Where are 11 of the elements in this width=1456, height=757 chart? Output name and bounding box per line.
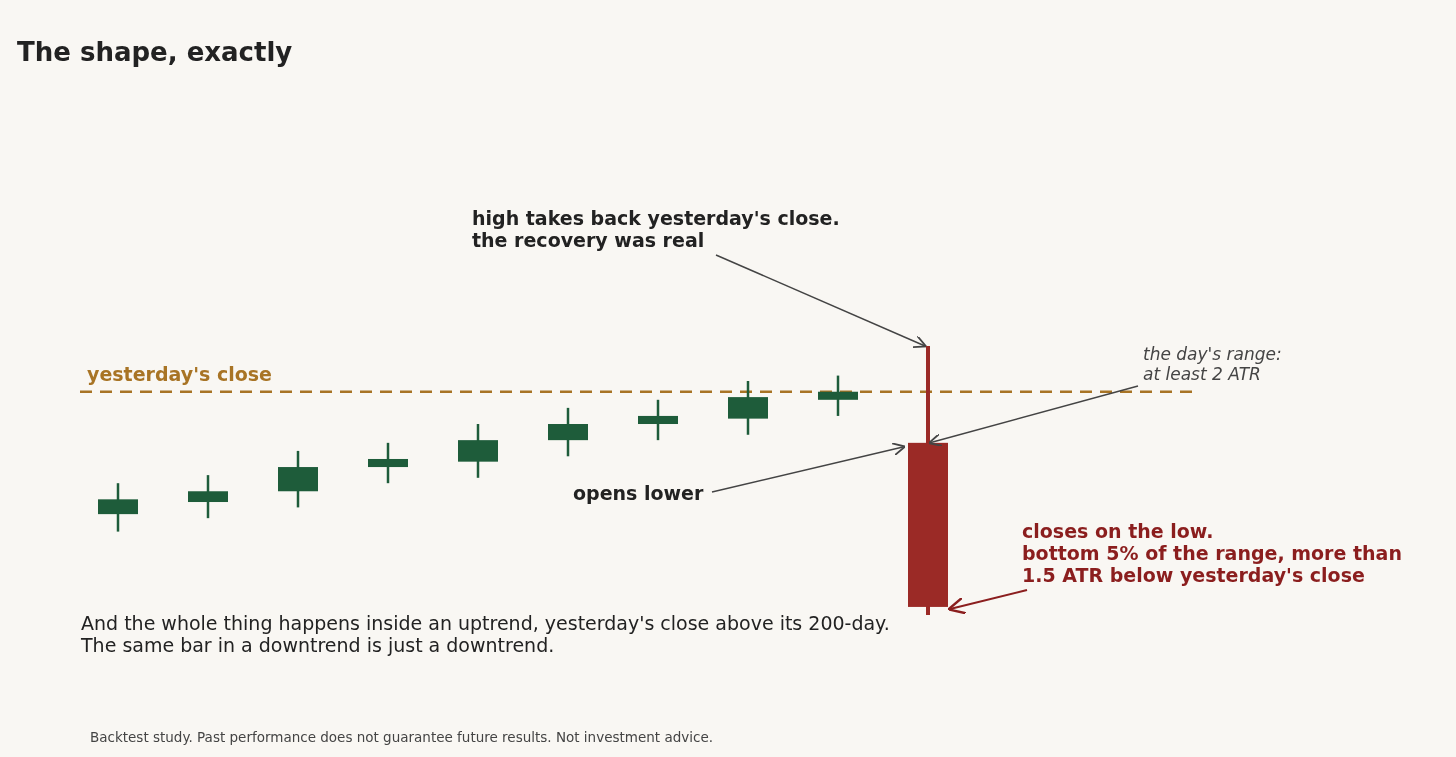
candlestick	[638, 398, 678, 442]
ref-line-label: yesterday's close	[87, 362, 272, 385]
candlestick	[818, 374, 858, 418]
candlestick	[368, 441, 408, 485]
annotation: And the whole thing happens inside an uptrend, yesterday's close above its 200-day. The same bar in a downtrend is just a downtrend.	[80, 612, 890, 656]
text: high takes back yesterday's close. the recovery was real	[472, 207, 840, 251]
text: Backtest study. Past performance does not guarantee future results. Not investment advice.	[90, 729, 713, 745]
text: closes on the low. bottom 5% of the range, more than 1.5 ATR below yesterday's close	[1022, 520, 1402, 586]
chart-title: The shape, exactly	[17, 37, 293, 67]
text: the day's range: at least 2 ATR	[1143, 344, 1282, 384]
annotation: opens lower	[573, 482, 704, 504]
